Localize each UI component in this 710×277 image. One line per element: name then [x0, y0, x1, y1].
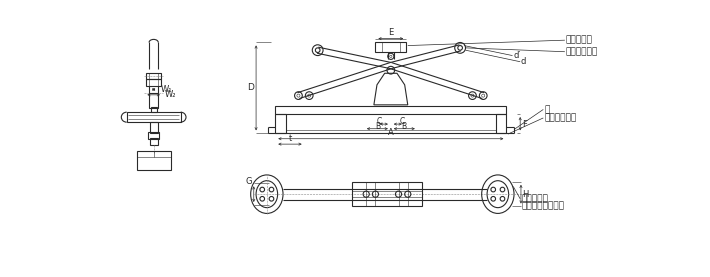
Text: アーム取っ手: アーム取っ手: [545, 114, 577, 122]
Text: t: t: [288, 134, 292, 143]
Text: C: C: [400, 117, 405, 126]
Bar: [150, 138, 158, 145]
Bar: [151, 107, 157, 112]
Bar: [148, 132, 159, 139]
Bar: [275, 106, 506, 114]
Bar: [137, 151, 170, 170]
Bar: [275, 114, 286, 133]
Text: アーム取っ手: アーム取っ手: [566, 47, 598, 56]
Bar: [126, 112, 180, 122]
Bar: [496, 114, 506, 133]
Bar: [149, 93, 158, 108]
Bar: [376, 42, 406, 52]
Bar: [146, 73, 161, 79]
Text: D: D: [247, 83, 253, 93]
Text: C: C: [376, 117, 382, 126]
Text: W₂: W₂: [165, 90, 177, 99]
Text: F: F: [522, 120, 527, 129]
Text: d′: d′: [513, 51, 520, 60]
Text: 爪: 爪: [545, 105, 550, 114]
Text: H: H: [523, 190, 529, 199]
Text: 中央取っ手: 中央取っ手: [566, 36, 592, 45]
Text: B: B: [401, 122, 407, 131]
Bar: [150, 122, 158, 133]
Text: （開口調整ピン）: （開口調整ピン）: [522, 201, 564, 210]
Text: E: E: [388, 28, 393, 37]
Bar: [146, 79, 161, 86]
Text: A: A: [388, 128, 394, 137]
Text: アームピン: アームピン: [522, 194, 549, 203]
Text: G: G: [246, 177, 252, 186]
Text: d: d: [521, 57, 526, 66]
Bar: [352, 182, 422, 206]
Text: W₁: W₁: [160, 85, 173, 94]
Text: B: B: [375, 122, 381, 131]
